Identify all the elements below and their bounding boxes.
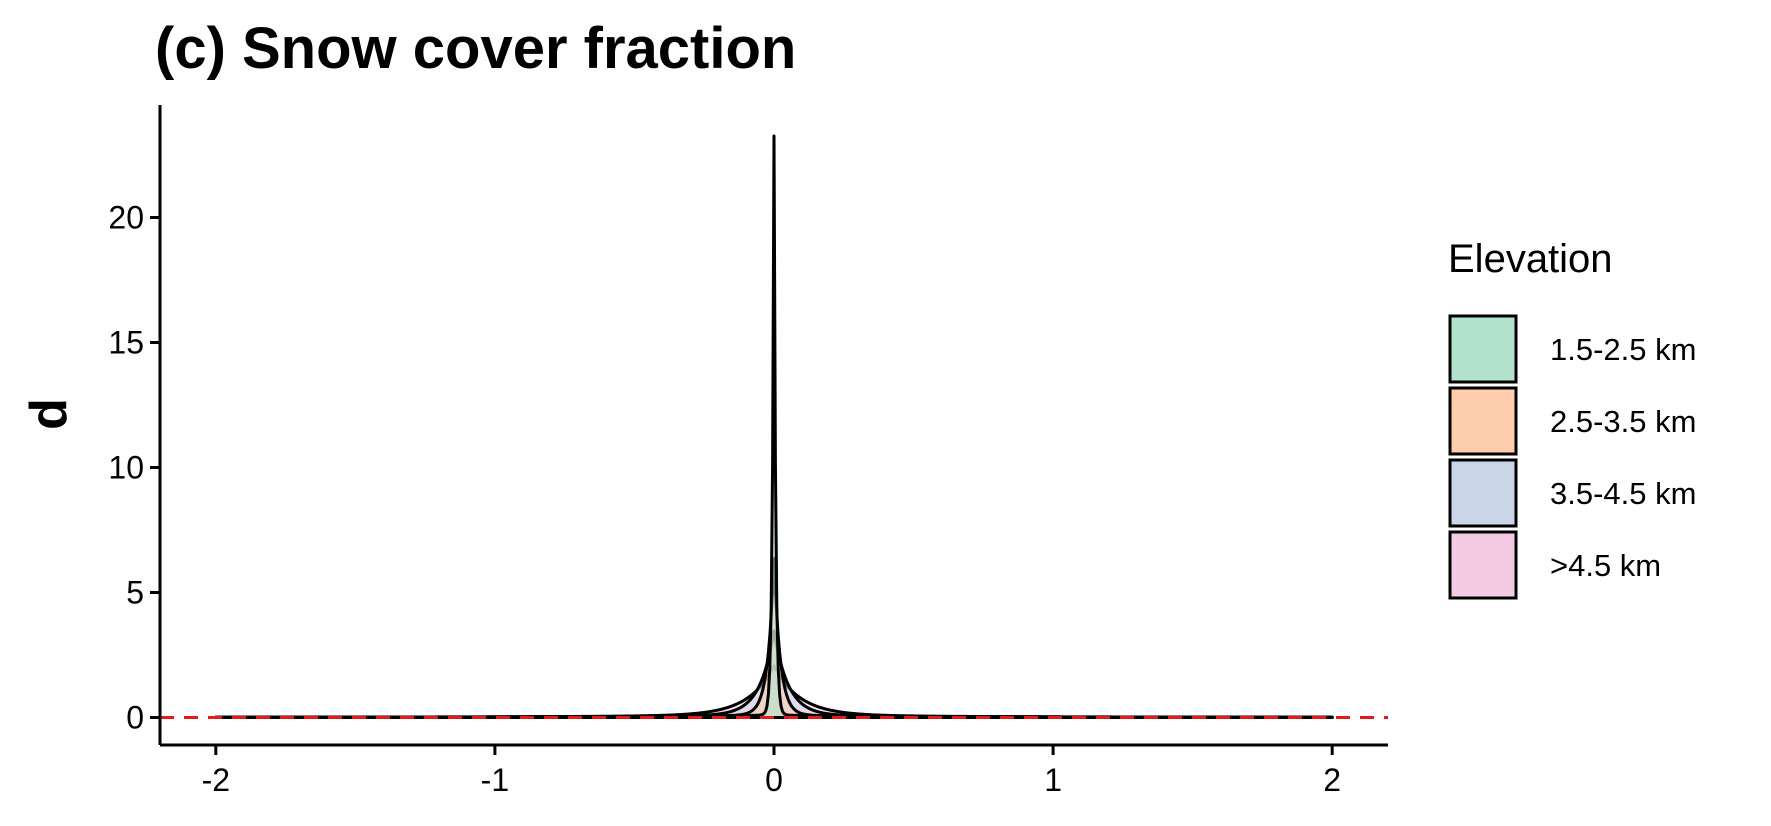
x-tick-label: -2 <box>202 762 230 798</box>
x-axis: -2 -1 0 1 2 <box>160 743 1388 798</box>
y-axis: 0 5 10 15 20 <box>108 105 162 745</box>
x-tick-label: 0 <box>765 762 783 798</box>
legend-item: >4.5 km <box>1448 530 1661 600</box>
legend-key <box>1448 530 1518 600</box>
legend-label: 3.5-4.5 km <box>1550 476 1696 511</box>
legend-label: 1.5-2.5 km <box>1550 332 1696 367</box>
legend-item: 1.5-2.5 km <box>1448 314 1696 384</box>
y-tick-label: 5 <box>126 575 144 611</box>
y-tick-label: 10 <box>108 450 144 486</box>
plot-area <box>160 134 1388 719</box>
legend-label: 2.5-3.5 km <box>1550 404 1696 439</box>
x-tick-label: 2 <box>1323 762 1341 798</box>
legend: Elevation 1.5-2.5 km 2.5-3.5 km 3.5-4.5 km… <box>1448 237 1696 600</box>
x-tick-label: 1 <box>1044 762 1062 798</box>
y-tick-label: 15 <box>108 325 144 361</box>
legend-item: 2.5-3.5 km <box>1448 386 1696 456</box>
chart-title: (c) Snow cover fraction <box>155 16 796 81</box>
legend-item: 3.5-4.5 km <box>1448 458 1696 528</box>
y-axis-label: d <box>20 398 78 430</box>
legend-key <box>1448 458 1518 528</box>
density-area-1 <box>214 134 1334 719</box>
legend-key <box>1448 386 1518 456</box>
x-tick-label: -1 <box>481 762 509 798</box>
legend-label: >4.5 km <box>1550 548 1661 583</box>
legend-key <box>1448 314 1518 384</box>
y-tick-label: 0 <box>126 700 144 736</box>
y-tick-label: 20 <box>108 200 144 236</box>
legend-title: Elevation <box>1448 237 1613 281</box>
